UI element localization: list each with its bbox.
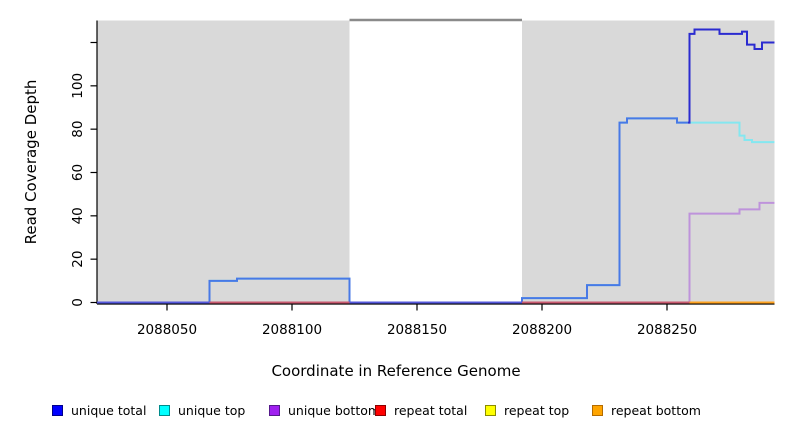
legend-label: unique top [178,402,246,418]
legend-swatch-icon [592,404,603,416]
y-tick-label: 100 [70,73,86,99]
legend-item-unique-bottom: unique bottom [269,402,380,418]
y-tick-label: 20 [70,251,86,268]
legend-swatch-icon [159,404,170,416]
y-tick-label: 40 [70,207,86,224]
x-tick-label: 2088200 [512,322,572,338]
x-tick-label: 2088050 [137,322,197,338]
series-unique-bottom-line [688,201,775,303]
x-axis-title: Coordinate in Reference Genome [271,362,521,380]
y-axis-title: Read Coverage Depth [22,79,40,245]
legend-label: repeat total [394,402,468,418]
legend: unique total unique top unique bottom repea… [0,402,792,422]
legend-item-repeat-total: repeat total [375,402,467,418]
legend-label: repeat bottom [611,402,701,418]
series-unique-total-overlap-line [97,117,688,304]
legend-item-unique-top: unique top [159,402,245,418]
y-tick-label: 0 [70,298,86,307]
legend-label: unique bottom [288,402,381,418]
panel-right [522,20,775,304]
x-tick-label: 2088150 [387,322,447,338]
legend-swatch-icon [52,404,63,416]
legend-item-repeat-top: repeat top [485,402,569,418]
panel-left [97,20,350,304]
legend-swatch-icon [485,404,496,416]
legend-swatch-icon [269,404,280,416]
legend-label: repeat top [504,402,570,418]
y-tick-label: 80 [70,121,86,138]
legend-item-unique-total: unique total [52,402,146,418]
legend-item-repeat-bottom: repeat bottom [592,402,701,418]
legend-label: unique total [71,402,147,418]
legend-swatch-icon [375,404,386,416]
plot-canvas: 2088050 2088100 2088150 2088200 2088250 0 20 40… [70,18,775,338]
series-unique-total-line [688,28,775,124]
y-tick-label: 60 [70,164,86,181]
x-tick-label: 2088250 [637,322,697,338]
x-tick-label: 2088100 [262,322,322,338]
